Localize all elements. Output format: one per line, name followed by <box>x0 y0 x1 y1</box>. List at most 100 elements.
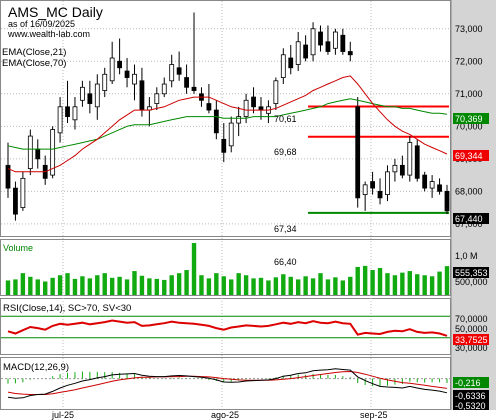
volume-bar <box>65 273 70 295</box>
close-last-value: 67,440 <box>455 214 483 224</box>
macd-tick-1: -0,216 <box>453 377 489 388</box>
price-tick-label: 68,000 <box>455 186 483 196</box>
level-label-mid: 69,68 <box>274 147 297 157</box>
rsi-last-marker: 33,7525 <box>453 334 489 345</box>
volume-bar <box>57 275 63 295</box>
macd-signal-line <box>7 370 448 395</box>
ema21-line <box>7 75 448 173</box>
volume-last-value: 555,353 <box>455 268 488 278</box>
volume-bar <box>392 275 398 295</box>
candle <box>221 123 227 163</box>
volume-bar <box>199 275 204 295</box>
candle <box>176 51 182 81</box>
ema70-last-value: 70,369 <box>455 114 483 124</box>
price-tick-label: 72,000 <box>455 56 483 66</box>
volume-bar <box>288 276 293 295</box>
volume-bar <box>385 273 390 295</box>
ema70-line <box>7 98 448 150</box>
candle <box>422 171 428 192</box>
x-label-jul: jul-25 <box>51 410 74 420</box>
volume-bar <box>13 279 18 295</box>
volume-bar <box>251 278 256 295</box>
volume-bar <box>229 279 234 295</box>
volume-bar <box>154 278 160 295</box>
price-tick-label: 70,000 <box>455 121 483 131</box>
volume-bar <box>303 276 308 295</box>
volume-bar <box>206 278 212 295</box>
candle <box>429 175 435 198</box>
candle <box>332 28 338 55</box>
candle <box>228 116 234 153</box>
volume-bar <box>333 277 338 295</box>
volume-bar <box>132 271 137 295</box>
candle <box>13 181 18 221</box>
as-of-date: as of 16/09/2025 <box>8 19 75 29</box>
candle <box>377 178 383 205</box>
candle <box>42 155 48 185</box>
candle <box>184 64 189 94</box>
candle <box>273 77 279 111</box>
rsi-panel <box>0 298 451 355</box>
site-url: www.wealth-lab.com <box>7 29 90 39</box>
volume-bar <box>362 265 368 295</box>
volume-bar <box>236 273 241 295</box>
level-label-low: 67,34 <box>274 224 297 234</box>
volume-bar <box>102 273 107 295</box>
rsi-tick-30: 30,0000 <box>455 343 488 353</box>
candle <box>385 165 390 202</box>
candle <box>303 35 309 62</box>
ema70-last-marker: 70,369 <box>453 113 489 124</box>
volume-bar <box>117 276 122 295</box>
candle <box>109 41 115 85</box>
ema21-last-value: 69,344 <box>455 151 483 161</box>
volume-bar <box>80 276 85 295</box>
volume-bar <box>147 278 152 295</box>
volume-bar <box>184 270 189 295</box>
volume-bar <box>422 275 427 295</box>
volume-panel <box>0 239 451 296</box>
volume-bar <box>50 277 55 295</box>
volume-bar <box>109 277 115 295</box>
candle <box>139 67 145 117</box>
rsi-tick-50: 50,0000 <box>455 324 488 334</box>
candle <box>102 67 108 98</box>
candle <box>266 100 271 124</box>
rsi-line <box>7 319 448 337</box>
volume-bar <box>340 280 346 295</box>
chart-title: AMS_MC Daily <box>8 4 103 20</box>
candle <box>295 32 301 72</box>
macd-line <box>7 368 448 399</box>
volume-bar <box>43 281 48 295</box>
candle <box>355 97 361 208</box>
candle <box>80 80 85 107</box>
candle <box>132 64 137 101</box>
volume-bar <box>243 275 249 295</box>
candle <box>50 126 56 179</box>
volume-bar <box>221 276 226 295</box>
macd-label: MACD(12,26,9) <box>3 362 69 373</box>
volume-bar <box>162 279 167 295</box>
volume-tick-top: 1,0 M <box>455 251 478 261</box>
grid-lines <box>1 1 450 409</box>
price-tick-label: 71,000 <box>455 89 483 99</box>
ema21-legend: EMA(Close,21) <box>2 47 66 58</box>
volume-bar <box>310 278 316 295</box>
candle <box>370 171 375 195</box>
volume-bar <box>370 270 375 295</box>
volume-bar <box>325 279 331 295</box>
candle <box>206 84 212 114</box>
macd-tick-3-text: -0,5320 <box>455 401 486 411</box>
volume-bar <box>258 277 264 295</box>
volume-bar <box>355 266 360 295</box>
volume-last-marker: 555,353 <box>453 267 489 278</box>
candle <box>191 12 197 94</box>
candle <box>154 87 160 111</box>
volume-bar <box>266 280 271 295</box>
macd-indicator <box>1 368 450 399</box>
volume-bar <box>407 271 412 295</box>
candle <box>57 97 63 143</box>
candle <box>340 28 346 55</box>
macd-tick-2-text: -0,6336 <box>455 391 486 401</box>
candle <box>251 87 256 114</box>
